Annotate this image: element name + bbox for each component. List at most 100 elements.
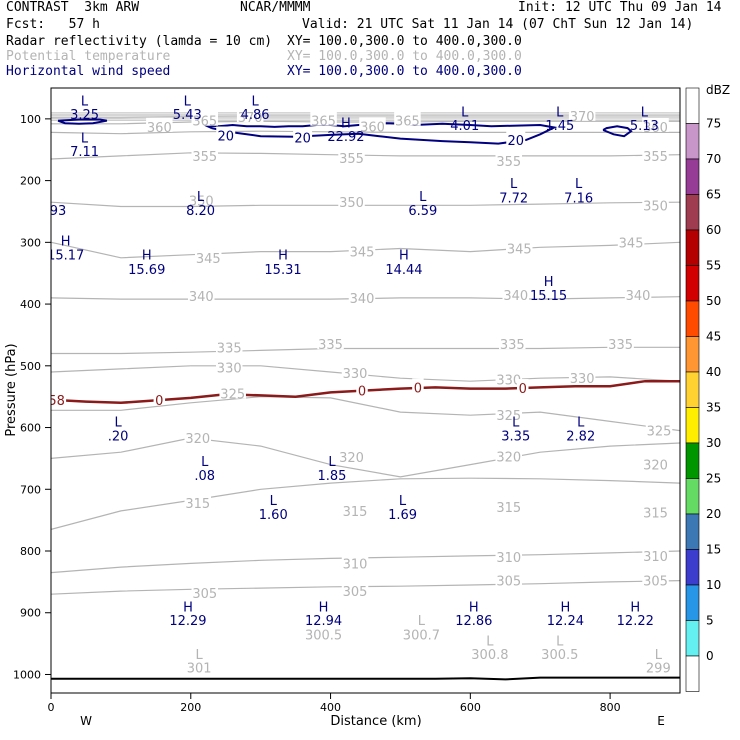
y-tick-label: 600 [20, 422, 41, 435]
theta-label-bg [642, 196, 669, 211]
wind-extremum-label: 3.35 [501, 430, 530, 445]
y-tick-label: 700 [20, 483, 41, 496]
wind-extremum-label: L [251, 94, 259, 109]
theta-layer [51, 112, 680, 595]
colorbar-swatch [685, 265, 700, 302]
theta-label: 345 [196, 252, 221, 267]
theta-label: 370 [570, 110, 595, 125]
theta-label-bg [394, 111, 421, 126]
theta-label-bg [184, 429, 212, 444]
wind-extremum-label: 14.44 [385, 263, 422, 278]
colorbar-level: 75 [706, 117, 721, 131]
theta-isentrope-360 [51, 130, 680, 135]
theta-label: 355 [339, 152, 364, 167]
wind-extremum-label: 15.17 [47, 249, 84, 264]
y-tick-label: 900 [20, 607, 41, 620]
wind-extremum-label: L [575, 177, 583, 192]
theta-label-bg [495, 571, 523, 586]
theta-label-bg [341, 501, 369, 516]
colorbar-swatch [685, 300, 700, 337]
y-tick-label: 800 [20, 545, 41, 558]
colorbar-level: 40 [706, 365, 721, 379]
theta-label-bg [184, 493, 212, 508]
theta-label: 360 [360, 120, 385, 135]
wind-extremum-label: L [461, 105, 469, 120]
colorbar-swatch [685, 407, 700, 444]
colorbar-level: 60 [706, 223, 721, 237]
theta-label: 315 [185, 497, 210, 512]
wind-extremum-label: H [630, 601, 640, 616]
theta-label-bg [645, 421, 673, 436]
theta-label-bg [191, 146, 219, 161]
theta-label-bg [338, 193, 365, 208]
theta-label-bg [495, 498, 523, 513]
y-tick-label: 1000 [13, 668, 41, 681]
theta-label: 335 [318, 338, 343, 353]
theta-label: 365 [311, 115, 336, 130]
theta-isentrope-320 [51, 437, 680, 478]
theta-label: 345 [350, 246, 375, 261]
theta-label-bg [146, 117, 173, 132]
colorbar-level: 65 [706, 188, 721, 202]
theta-extremum-label: 300.8 [471, 648, 508, 663]
colorbar-swatch [685, 513, 700, 550]
y-tick-label: 300 [20, 236, 41, 249]
theta-label: 360 [147, 121, 172, 136]
theta-label-bg [568, 106, 596, 121]
wind-extremum-label: H [341, 117, 351, 132]
wind-extremum-label: 8.20 [186, 204, 215, 219]
theta-extremum-label: 300.5 [305, 628, 342, 643]
theta-label: 310 [643, 550, 668, 565]
wind-extremum-label: 7.11 [70, 145, 99, 160]
x-tick-label: 600 [460, 701, 481, 714]
wind-extremum-label: 1.60 [259, 508, 288, 523]
wind-extremum-label: L [197, 190, 205, 205]
theta-label-bg [338, 448, 365, 463]
east-label: E [657, 714, 665, 728]
init-time: Init: 12 UTC Thu 09 Jan 14 [518, 0, 722, 15]
theta-label: 325 [647, 425, 672, 440]
theta-extremum-label: 300.5 [541, 648, 578, 663]
wind-contour-label: 20 [294, 131, 311, 146]
colorbar-swatch [685, 336, 700, 373]
theta-extremum-label: L [196, 648, 204, 663]
theta-label-bg [191, 583, 219, 598]
center-label: NCAR/MMMM [240, 0, 311, 15]
wind-extremum-label: .20 [108, 430, 129, 445]
freezing-label-bg [356, 381, 368, 396]
theta-label: 355 [192, 150, 217, 165]
wind-extremum-label: 4.86 [241, 108, 270, 123]
field-name-theta: Potential temperature [6, 49, 171, 64]
wind-extremum-label: 15.15 [530, 289, 567, 304]
theta-label: 310 [496, 551, 521, 566]
wind-extremum-label: 12.24 [547, 614, 584, 629]
freezing-label: 0 [414, 381, 422, 396]
theta-label-bg [624, 285, 652, 300]
theta-label: 330 [217, 362, 242, 377]
wind-extremum-label: H [319, 601, 329, 616]
model-title: CONTRAST 3km ARW [6, 0, 140, 15]
theta-label: 305 [496, 575, 521, 590]
colorbar-level: 10 [706, 578, 721, 592]
theta-label: 365 [192, 115, 217, 130]
colorbar-level: 25 [706, 472, 721, 486]
colorbar-level: 0 [706, 649, 714, 663]
wind-extremum-label: H [183, 601, 193, 616]
x-tick-label: 200 [180, 701, 201, 714]
theta-isentrope-335 [51, 346, 680, 355]
theta-label: 330 [570, 372, 595, 387]
theta-label: 340 [626, 289, 651, 304]
theta-label-bg [341, 554, 369, 569]
theta-label: 345 [619, 236, 644, 251]
theta-label: 330 [343, 367, 368, 382]
wind-extremum-label: 1.45 [545, 119, 574, 134]
wind-extremum-label: L [556, 105, 564, 120]
theta-extremum-label: 299 [646, 662, 671, 677]
colorbar-level: 30 [706, 436, 721, 450]
theta-label: 365 [395, 115, 420, 130]
colorbar-swatch [685, 123, 700, 160]
wind-speed-contour [57, 118, 108, 125]
theta-label: 335 [500, 338, 525, 353]
theta-isentrope-355 [51, 152, 680, 160]
